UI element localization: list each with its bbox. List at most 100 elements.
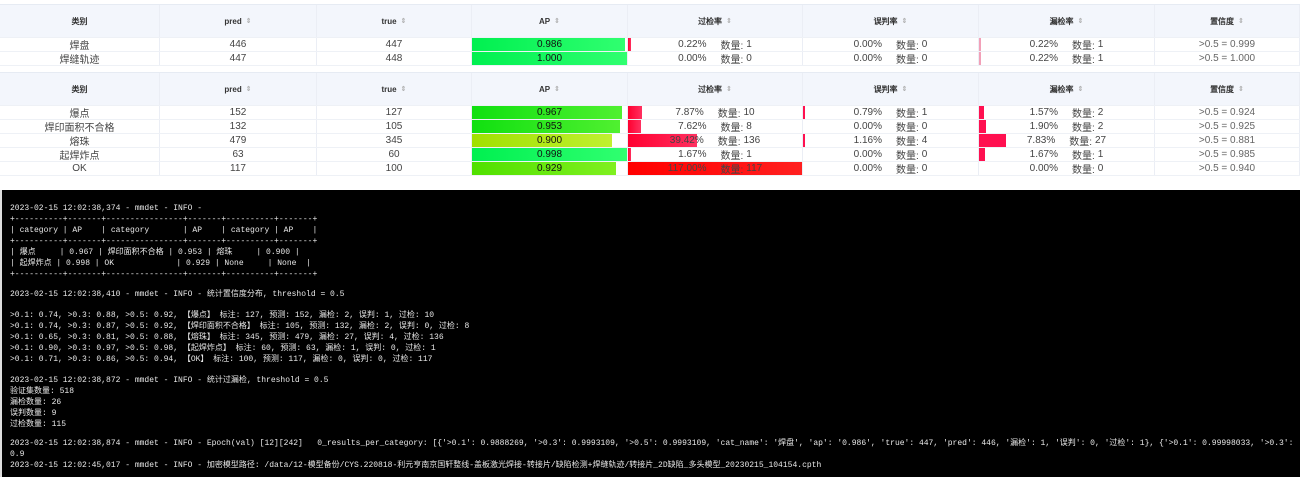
rate-bar [628, 120, 642, 133]
miss-count: 1 [1097, 149, 1104, 160]
table-row[interactable]: 焊印面积不合格 132 105 0.953 7.62% 数量: 8 0.00% 数量:… [0, 120, 1300, 134]
header-col-pred[interactable]: pred ⇕ [160, 5, 317, 37]
header-col-over-rate[interactable]: 过检率 ⇕ [628, 73, 803, 105]
header-label: 误判率 [873, 16, 898, 26]
over-percent: 39.42% [669, 135, 704, 146]
header-col-true[interactable]: true ⇕ [317, 73, 472, 105]
miss-percent: 0.22% [1029, 39, 1058, 50]
rate-bar [979, 106, 985, 119]
over-percent: 117.00% [667, 163, 707, 174]
cell-category: 焊缝轨迹 [0, 52, 160, 66]
cell-misjudge-rate: 0.00% 数量: 0 [803, 38, 979, 52]
cell-miss-rate: 0.22% 数量: 1 [979, 38, 1155, 52]
header-col-ap[interactable]: AP ⇕ [472, 73, 628, 105]
count-label: 数量: [720, 165, 744, 176]
header-col-miss-rate[interactable]: 漏检率 ⇕ [979, 73, 1155, 105]
cell-misjudge-rate: 0.00% 数量: 0 [803, 148, 979, 162]
sort-icon[interactable]: ⇕ [1077, 86, 1084, 93]
sort-icon[interactable]: ⇕ [400, 18, 407, 25]
header-col-misjudge-rate[interactable]: 误判率 ⇕ [803, 5, 979, 37]
terminal-line: +----------+-------+----------------+---… [10, 237, 318, 246]
terminal-line: 验证集数量: 518 [10, 387, 75, 396]
table-row[interactable]: OK 117 100 0.929 117.00% 数量: 117 0.00% 数量: 0… [0, 162, 1300, 176]
cell-miss-rate: 1.67% 数量: 1 [979, 148, 1155, 162]
header-col-confidence[interactable]: 置信度 ⇕ [1155, 73, 1300, 105]
count-label: 数量: [896, 55, 919, 66]
rate-bar [803, 134, 805, 147]
count-label: 数量: [1069, 137, 1092, 148]
count-label: 数量: [720, 55, 744, 66]
cell-confidence: >0.5 = 0.924 [1155, 106, 1300, 119]
sort-icon[interactable]: ⇕ [1077, 18, 1084, 25]
header-col-confidence[interactable]: 置信度 ⇕ [1155, 5, 1300, 37]
header-col-true[interactable]: true ⇕ [317, 5, 472, 37]
table-row[interactable]: 起焊炸点 63 60 0.998 1.67% 数量: 1 0.00% 数量: 0 1.6… [0, 148, 1300, 162]
sort-icon[interactable]: ⇕ [726, 86, 732, 93]
sort-icon[interactable]: ⇕ [554, 18, 560, 25]
terminal-line: 过检数量: 115 [10, 420, 67, 429]
sort-icon[interactable]: ⇕ [726, 18, 732, 25]
sort-icon[interactable]: ⇕ [554, 86, 560, 93]
header-col-miss-rate[interactable]: 漏检率 ⇕ [979, 5, 1155, 37]
header-label: AP [539, 16, 551, 26]
cell-pred: 117 [160, 162, 317, 175]
mis-count: 0 [921, 149, 928, 160]
sort-icon[interactable]: ⇕ [245, 86, 252, 93]
rate-bar [628, 106, 642, 119]
cell-confidence: >0.5 = 0.881 [1155, 134, 1300, 147]
cell-pred: 63 [160, 148, 317, 161]
sort-icon[interactable]: ⇕ [901, 86, 908, 93]
rate-bar [628, 38, 632, 51]
header-label: 误判率 [873, 84, 898, 94]
header-label: true [381, 16, 397, 26]
cell-over-rate: 1.67% 数量: 1 [628, 148, 803, 162]
header-label: true [381, 84, 397, 94]
sort-icon[interactable]: ⇕ [901, 18, 908, 25]
sort-icon[interactable]: ⇕ [245, 18, 252, 25]
ap-bar [472, 120, 620, 133]
header-col-pred[interactable]: pred ⇕ [160, 73, 317, 105]
ap-bar [472, 162, 616, 175]
table-row[interactable]: 爆点 152 127 0.967 7.87% 数量: 10 0.79% 数量: 1 1.… [0, 106, 1300, 120]
terminal-line: >0.1: 0.65, >0.3: 0.81, >0.5: 0.88, 【熔珠】… [10, 333, 444, 342]
header-col-over-rate[interactable]: 过检率 ⇕ [628, 5, 803, 37]
count-label: 数量: [1072, 55, 1095, 66]
header-col-ap[interactable]: AP ⇕ [472, 5, 628, 37]
cell-true: 345 [317, 134, 472, 147]
cell-miss-rate: 0.00% 数量: 0 [979, 162, 1155, 176]
mis-percent: 0.00% [853, 39, 882, 50]
count-label: 数量: [896, 151, 919, 162]
header-col-category[interactable]: 类别 [0, 73, 160, 105]
header-col-misjudge-rate[interactable]: 误判率 ⇕ [803, 73, 979, 105]
miss-percent: 1.67% [1029, 149, 1058, 160]
miss-count: 27 [1095, 135, 1107, 146]
ap-value: 1.000 [536, 53, 563, 64]
mis-percent: 0.00% [853, 121, 882, 132]
terminal-line: >0.1: 0.71, >0.3: 0.86, >0.5: 0.94, 【OK】… [10, 355, 433, 364]
count-label: 数量: [1072, 123, 1095, 134]
sort-icon[interactable]: ⇕ [1238, 86, 1244, 93]
terminal-line: 误判数量: 9 [10, 409, 57, 418]
count-label: 数量: [720, 41, 744, 52]
miss-count: 2 [1097, 107, 1104, 118]
sort-icon[interactable]: ⇕ [400, 86, 407, 93]
cell-misjudge-rate: 1.16% 数量: 4 [803, 134, 979, 148]
count-label: 数量: [896, 109, 919, 120]
cell-misjudge-rate: 0.79% 数量: 1 [803, 106, 979, 120]
cell-misjudge-rate: 0.00% 数量: 0 [803, 52, 979, 66]
terminal-output[interactable]: 2023-02-15 12:02:38,374 - mmdet - INFO -… [0, 190, 1300, 477]
count-label: 数量: [896, 41, 919, 52]
header-label: 漏检率 [1049, 84, 1074, 94]
cell-miss-rate: 1.57% 数量: 2 [979, 106, 1155, 120]
count-label: 数量: [1072, 151, 1095, 162]
cell-pred: 447 [160, 52, 317, 65]
header-col-category[interactable]: 类别 [0, 5, 160, 37]
header-label: 置信度 [1210, 16, 1235, 26]
terminal-line: 漏检数量: 26 [10, 398, 62, 407]
cell-over-rate: 0.00% 数量: 0 [628, 52, 803, 66]
table-row[interactable]: 焊盘 446 447 0.986 0.22% 数量: 1 0.00% 数量: 0 0.2… [0, 38, 1300, 52]
table-row[interactable]: 焊缝轨迹 447 448 1.000 0.00% 数量: 0 0.00% 数量: 0 0… [0, 52, 1300, 66]
sort-icon[interactable]: ⇕ [1238, 18, 1244, 25]
over-count: 1 [746, 149, 752, 160]
table-row[interactable]: 熔珠 479 345 0.900 39.42% 数量: 136 1.16% 数量: 4 … [0, 134, 1300, 148]
